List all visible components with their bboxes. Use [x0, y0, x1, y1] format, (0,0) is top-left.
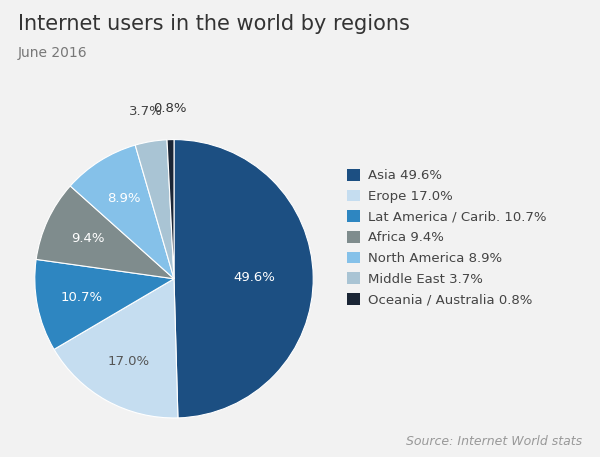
Text: Source: Internet World stats: Source: Internet World stats — [406, 435, 582, 448]
Text: 17.0%: 17.0% — [107, 355, 149, 368]
Text: 0.8%: 0.8% — [153, 102, 187, 116]
Text: Internet users in the world by regions: Internet users in the world by regions — [18, 14, 410, 34]
Wedge shape — [135, 140, 174, 279]
Wedge shape — [54, 279, 178, 418]
Wedge shape — [174, 139, 313, 418]
Text: 8.9%: 8.9% — [107, 192, 140, 205]
Wedge shape — [36, 186, 174, 279]
Wedge shape — [167, 139, 174, 279]
Wedge shape — [70, 145, 174, 279]
Wedge shape — [35, 260, 174, 349]
Text: 49.6%: 49.6% — [234, 271, 275, 284]
Text: 3.7%: 3.7% — [129, 105, 163, 118]
Text: 9.4%: 9.4% — [71, 233, 105, 245]
Legend: Asia 49.6%, Erope 17.0%, Lat America / Carib. 10.7%, Africa 9.4%, North America : Asia 49.6%, Erope 17.0%, Lat America / C… — [343, 165, 550, 310]
Text: 10.7%: 10.7% — [60, 291, 102, 304]
Text: June 2016: June 2016 — [18, 46, 88, 60]
